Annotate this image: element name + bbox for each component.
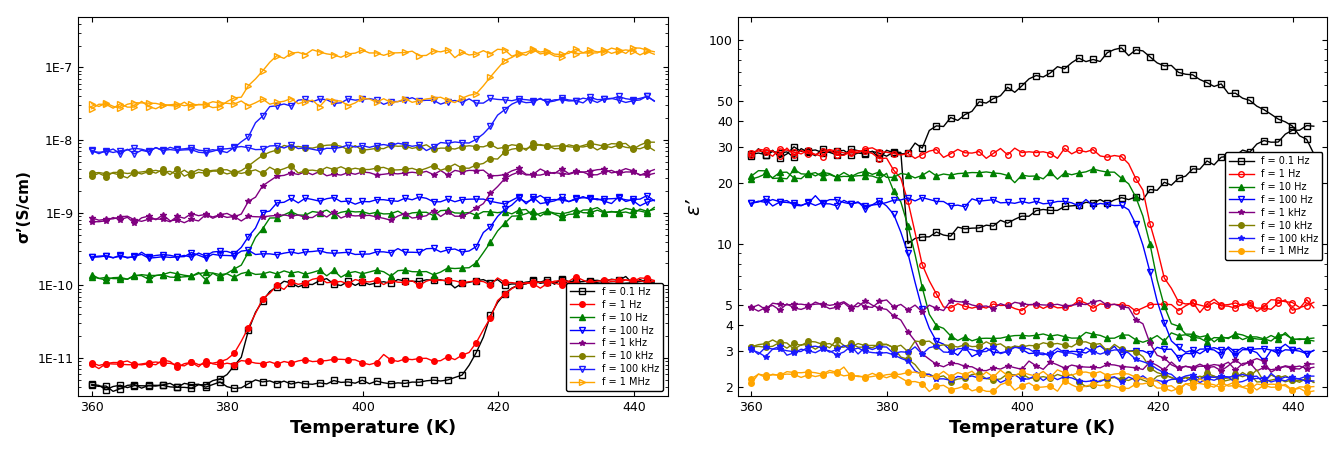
- X-axis label: Temperature (K): Temperature (K): [290, 419, 456, 437]
- Legend: f = 0.1 Hz, f = 1 Hz, f = 10 Hz, f = 100 Hz, f = 1 kHz, f = 10 kHz, f = 100 kHz,: f = 0.1 Hz, f = 1 Hz, f = 10 Hz, f = 100…: [566, 283, 663, 391]
- Y-axis label: ε’: ε’: [684, 198, 703, 215]
- X-axis label: Temperature (K): Temperature (K): [949, 419, 1116, 437]
- Legend: f = 0.1 Hz, f = 1 Hz, f = 10 Hz, f = 100 Hz, f = 1 kHz, f = 10 kHz, f = 100 kHz,: f = 0.1 Hz, f = 1 Hz, f = 10 Hz, f = 100…: [1226, 152, 1322, 261]
- Y-axis label: σ’(S/cm): σ’(S/cm): [16, 170, 32, 243]
